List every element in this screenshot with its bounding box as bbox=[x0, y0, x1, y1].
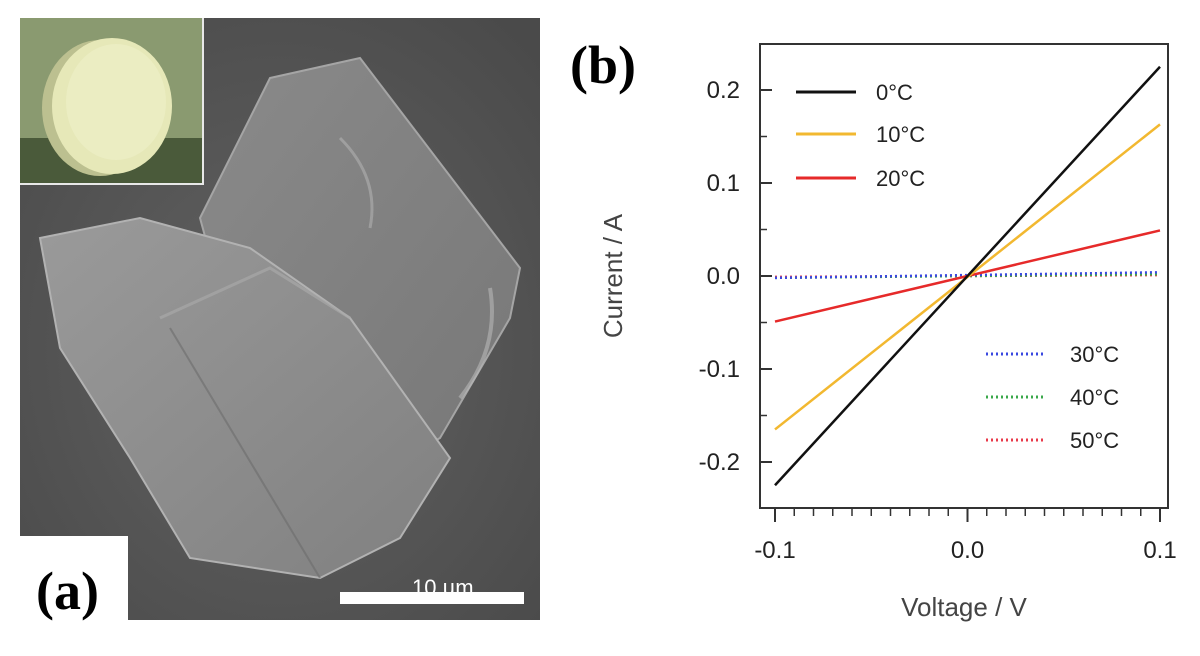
x-tick-label: 0.0 bbox=[951, 537, 984, 564]
sem-image-panel: 10 µm bbox=[20, 18, 540, 620]
x-tick-label: -0.1 bbox=[754, 537, 795, 564]
scale-bar bbox=[340, 592, 524, 604]
panel-a-label: (a) bbox=[36, 561, 99, 621]
y-tick-label: 0.0 bbox=[707, 263, 740, 290]
y-axis-title: Current / A bbox=[598, 213, 628, 338]
legend-label-10c: 10°C bbox=[876, 122, 925, 147]
series-line-40c bbox=[774, 272, 1161, 280]
legend-label-50c: 50°C bbox=[1070, 428, 1119, 453]
x-tick-label: 0.1 bbox=[1143, 537, 1176, 564]
panel-a-label-box bbox=[20, 536, 128, 620]
legend-label-0c: 0°C bbox=[876, 80, 913, 105]
legend-label-20c: 20°C bbox=[876, 166, 925, 191]
pellet-photo-inset bbox=[20, 18, 204, 185]
legend-label-40c: 40°C bbox=[1070, 385, 1119, 410]
sem-flakes-image bbox=[20, 18, 540, 620]
y-tick-label: 0.1 bbox=[707, 170, 740, 197]
legend-label-30c: 30°C bbox=[1070, 342, 1119, 367]
front-flake bbox=[38, 216, 452, 580]
x-axis-title: Voltage / V bbox=[901, 592, 1027, 622]
y-tick-label: 0.2 bbox=[707, 77, 740, 104]
y-tick-label: -0.2 bbox=[699, 449, 740, 476]
pellet-photo bbox=[20, 18, 202, 183]
series-line-30c bbox=[774, 271, 1161, 280]
series-line-0c bbox=[774, 65, 1161, 487]
iv-chart: 0.2 0.1 0.0 -0.1 -0.2 -0.1 0.0 0.1 0°C 10°C 20°C 3… bbox=[598, 43, 1177, 622]
y-tick-label: -0.1 bbox=[699, 356, 740, 383]
panel-b-label: (b) bbox=[570, 35, 636, 95]
